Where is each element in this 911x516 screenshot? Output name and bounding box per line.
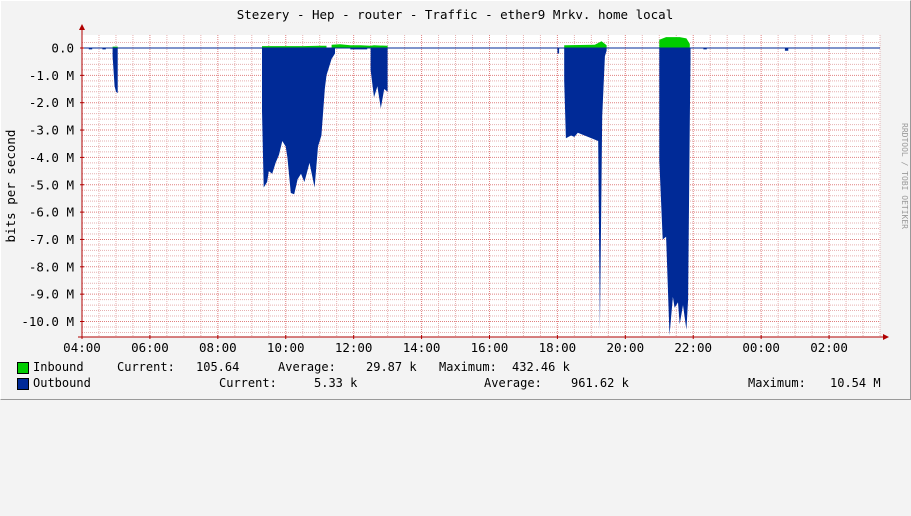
y-tick-label: -6.0 M (29, 205, 74, 220)
y-tick-label: -4.0 M (29, 150, 74, 165)
y-tick-label: -5.0 M (29, 177, 74, 192)
y-tick-label: -10.0 M (21, 314, 74, 329)
inbound-average-value: 29.87 k (366, 360, 417, 374)
y-tick-label: -2.0 M (29, 95, 74, 110)
outbound-current-label: Current: (219, 376, 277, 390)
inbound-name: Inbound (33, 360, 84, 374)
chart-title: Stezery - Hep - router - Traffic - ether… (237, 7, 674, 22)
y-tick-label: -7.0 M (29, 232, 74, 247)
outbound-average-label: Average: (484, 376, 542, 390)
y-axis-arrow (79, 24, 85, 30)
x-tick-label: 18:00 (539, 340, 577, 355)
inbound-maximum-label: Maximum: (439, 360, 497, 374)
x-tick-label: 02:00 (810, 340, 848, 355)
series-areas (82, 37, 880, 336)
y-tick-label: -3.0 M (29, 123, 74, 138)
y-tick-label: 0.0 (51, 41, 74, 56)
inbound-swatch (17, 362, 29, 374)
x-tick-label: 06:00 (131, 340, 169, 355)
x-tick-label: 14:00 (403, 340, 441, 355)
plot-area (82, 35, 880, 337)
tick-labels: 04:00 06:00 08:00 10:00 12:00 14:00 16:00 18:00… (21, 41, 848, 356)
y-tick-label: -1.0 M (29, 68, 74, 83)
inbound-maximum-value: 432.46 k (512, 360, 570, 374)
rrd-graph: Stezery - Hep - router - Traffic - ether… (0, 0, 911, 400)
axes (78, 24, 889, 340)
outbound-maximum-value: 10.54 M (830, 376, 881, 390)
inbound-average-label: Average: (278, 360, 336, 374)
y-tick-label: -9.0 M (29, 287, 74, 302)
x-tick-label: 08:00 (199, 340, 237, 355)
legend-row-inbound: Inbound Current: 105.64 Average: 29.87 k… (0, 360, 911, 376)
x-axis-arrow (883, 334, 889, 340)
x-tick-label: 16:00 (471, 340, 509, 355)
x-tick-label: 20:00 (606, 340, 644, 355)
x-tick-label: 12:00 (335, 340, 373, 355)
x-tick-label: 00:00 (742, 340, 780, 355)
series-area-inbound (82, 37, 880, 48)
inbound-current-label: Current: (117, 360, 175, 374)
y-tick-label: -8.0 M (29, 259, 74, 274)
outbound-name: Outbound (33, 376, 91, 390)
legend-row-outbound: Outbound Current: 5.33 k Average: 961.62… (0, 376, 911, 392)
outbound-swatch (17, 378, 29, 390)
series-area-outbound (82, 48, 880, 336)
chart-canvas: Stezery - Hep - router - Traffic - ether… (3, 7, 909, 356)
plot-background (82, 35, 880, 337)
x-tick-label: 22:00 (674, 340, 712, 355)
grid-lines (81, 35, 881, 337)
x-tick-label: 10:00 (267, 340, 305, 355)
outbound-average-value: 961.62 k (571, 376, 629, 390)
outbound-current-value: 5.33 k (314, 376, 358, 390)
x-tick-label: 04:00 (63, 340, 101, 355)
y-axis-label: bits per second (3, 130, 18, 243)
inbound-current-value: 105.64 (196, 360, 240, 374)
outbound-maximum-label: Maximum: (748, 376, 806, 390)
rrdtool-watermark: RRDTOOL / TOBI OETIKER (900, 123, 909, 229)
